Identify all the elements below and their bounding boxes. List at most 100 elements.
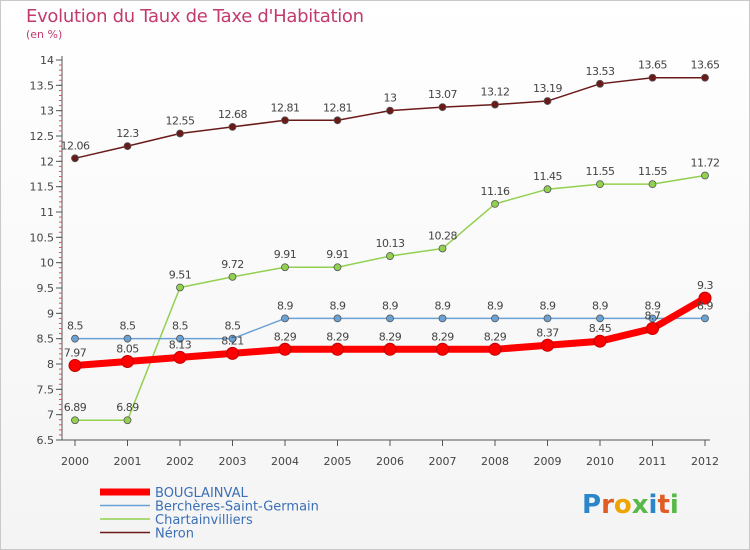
- x-tick-label: 2009: [534, 455, 562, 468]
- x-tick-label: 2007: [429, 455, 457, 468]
- data-point: [333, 263, 342, 272]
- data-point: [701, 171, 709, 180]
- data-point: [71, 334, 79, 343]
- y-tick-label: 9: [47, 307, 54, 320]
- data-point: [278, 342, 292, 356]
- data-label: 8.37: [536, 326, 559, 339]
- data-label: 9.72: [221, 258, 244, 271]
- legend-label: Néron: [155, 527, 194, 542]
- y-tick-label: 6.5: [37, 434, 55, 447]
- data-point: [71, 154, 79, 163]
- y-tick-label: 13: [40, 105, 54, 118]
- data-label: 8.9: [645, 299, 661, 312]
- data-label: 8.9: [540, 299, 556, 312]
- data-point: [543, 314, 552, 323]
- series-line: [74, 174, 706, 421]
- y-tick-label: 14: [40, 54, 54, 67]
- data-label: 8.29: [431, 330, 454, 343]
- data-label: 10.13: [376, 237, 405, 250]
- x-tick-label: 2006: [376, 455, 404, 468]
- data-label: 8.9: [592, 299, 608, 312]
- data-label: 8.9: [330, 299, 346, 312]
- data-label: 8.7: [645, 310, 661, 323]
- data-label: 13.65: [638, 59, 667, 72]
- data-point: [226, 346, 239, 360]
- data-label: 12.3: [116, 127, 139, 140]
- data-point: [648, 314, 657, 323]
- x-tick-label: 2005: [324, 455, 352, 468]
- data-label: 8.5: [172, 320, 188, 333]
- data-point: [386, 252, 394, 260]
- data-label: 13.53: [586, 65, 615, 78]
- y-tick-label: 7.5: [37, 383, 55, 396]
- data-label: 8.29: [379, 330, 402, 343]
- x-tick-label: 2008: [481, 455, 509, 468]
- y-tick-label: 8.5: [37, 333, 55, 346]
- data-label: 8.9: [382, 299, 398, 312]
- data-label: 13.19: [533, 82, 562, 95]
- data-point: [701, 73, 709, 82]
- data-point: [701, 314, 709, 323]
- data-point: [333, 314, 342, 323]
- x-tick-label: 2011: [639, 455, 667, 468]
- data-point: [228, 272, 237, 281]
- data-label: 8.29: [484, 330, 507, 343]
- data-point: [596, 79, 604, 88]
- chart-unit-label: (en %): [26, 28, 63, 41]
- y-tick-label: 12: [40, 155, 54, 168]
- data-point: [596, 180, 604, 189]
- data-point: [438, 103, 447, 112]
- data-point: [123, 142, 132, 151]
- legend-label: BOUGLAINVAL: [155, 486, 248, 501]
- x-tick-label: 2001: [114, 455, 142, 468]
- y-tick-label: 8: [47, 358, 54, 371]
- data-label: 13.65: [691, 59, 720, 72]
- data-label: 11.55: [586, 165, 615, 178]
- data-label: 8.13: [169, 338, 192, 351]
- data-point: [228, 122, 237, 131]
- data-point: [543, 185, 552, 194]
- y-tick-label: 13.5: [30, 79, 55, 92]
- x-tick-label: 2004: [271, 455, 299, 468]
- data-point: [176, 334, 184, 343]
- data-point: [228, 334, 237, 343]
- proxiti-logo: Proxiti: [582, 490, 679, 520]
- data-point: [646, 322, 659, 336]
- data-label: 6.89: [116, 401, 139, 414]
- data-point: [491, 100, 499, 109]
- data-point: [438, 244, 447, 253]
- data-point: [173, 350, 187, 364]
- chart-title: Evolution du Taux de Taxe d'Habitation: [26, 6, 364, 27]
- data-point: [281, 314, 289, 323]
- data-point: [541, 338, 554, 352]
- data-point: [281, 263, 289, 272]
- y-tick-label: 11: [40, 206, 54, 219]
- data-label: 13.12: [481, 86, 510, 99]
- data-label: 12.68: [218, 108, 247, 121]
- data-point: [491, 314, 499, 323]
- data-label: 8.5: [67, 320, 83, 333]
- data-label: 12.55: [166, 114, 195, 127]
- data-label: 8.9: [277, 299, 293, 312]
- y-tick-label: 10: [40, 257, 54, 270]
- data-label: 13: [384, 92, 397, 105]
- data-label: 8.9: [697, 299, 713, 312]
- data-label: 6.89: [64, 401, 87, 414]
- data-point: [386, 106, 394, 115]
- data-label: 11.55: [638, 165, 667, 178]
- data-label: 8.5: [120, 320, 136, 333]
- data-label: 8.45: [589, 322, 612, 335]
- y-tick-label: 10.5: [30, 231, 55, 244]
- data-label: 11.45: [533, 170, 562, 183]
- data-point: [488, 342, 502, 356]
- x-tick-label: 2010: [586, 455, 614, 468]
- data-label: 10.28: [428, 229, 457, 242]
- data-label: 12.81: [271, 101, 300, 114]
- data-label: 13.07: [428, 88, 457, 101]
- data-point: [543, 97, 552, 105]
- data-point: [648, 180, 657, 189]
- y-tick-label: 7: [47, 409, 54, 422]
- data-point: [281, 116, 289, 125]
- data-label: 11.72: [691, 157, 720, 170]
